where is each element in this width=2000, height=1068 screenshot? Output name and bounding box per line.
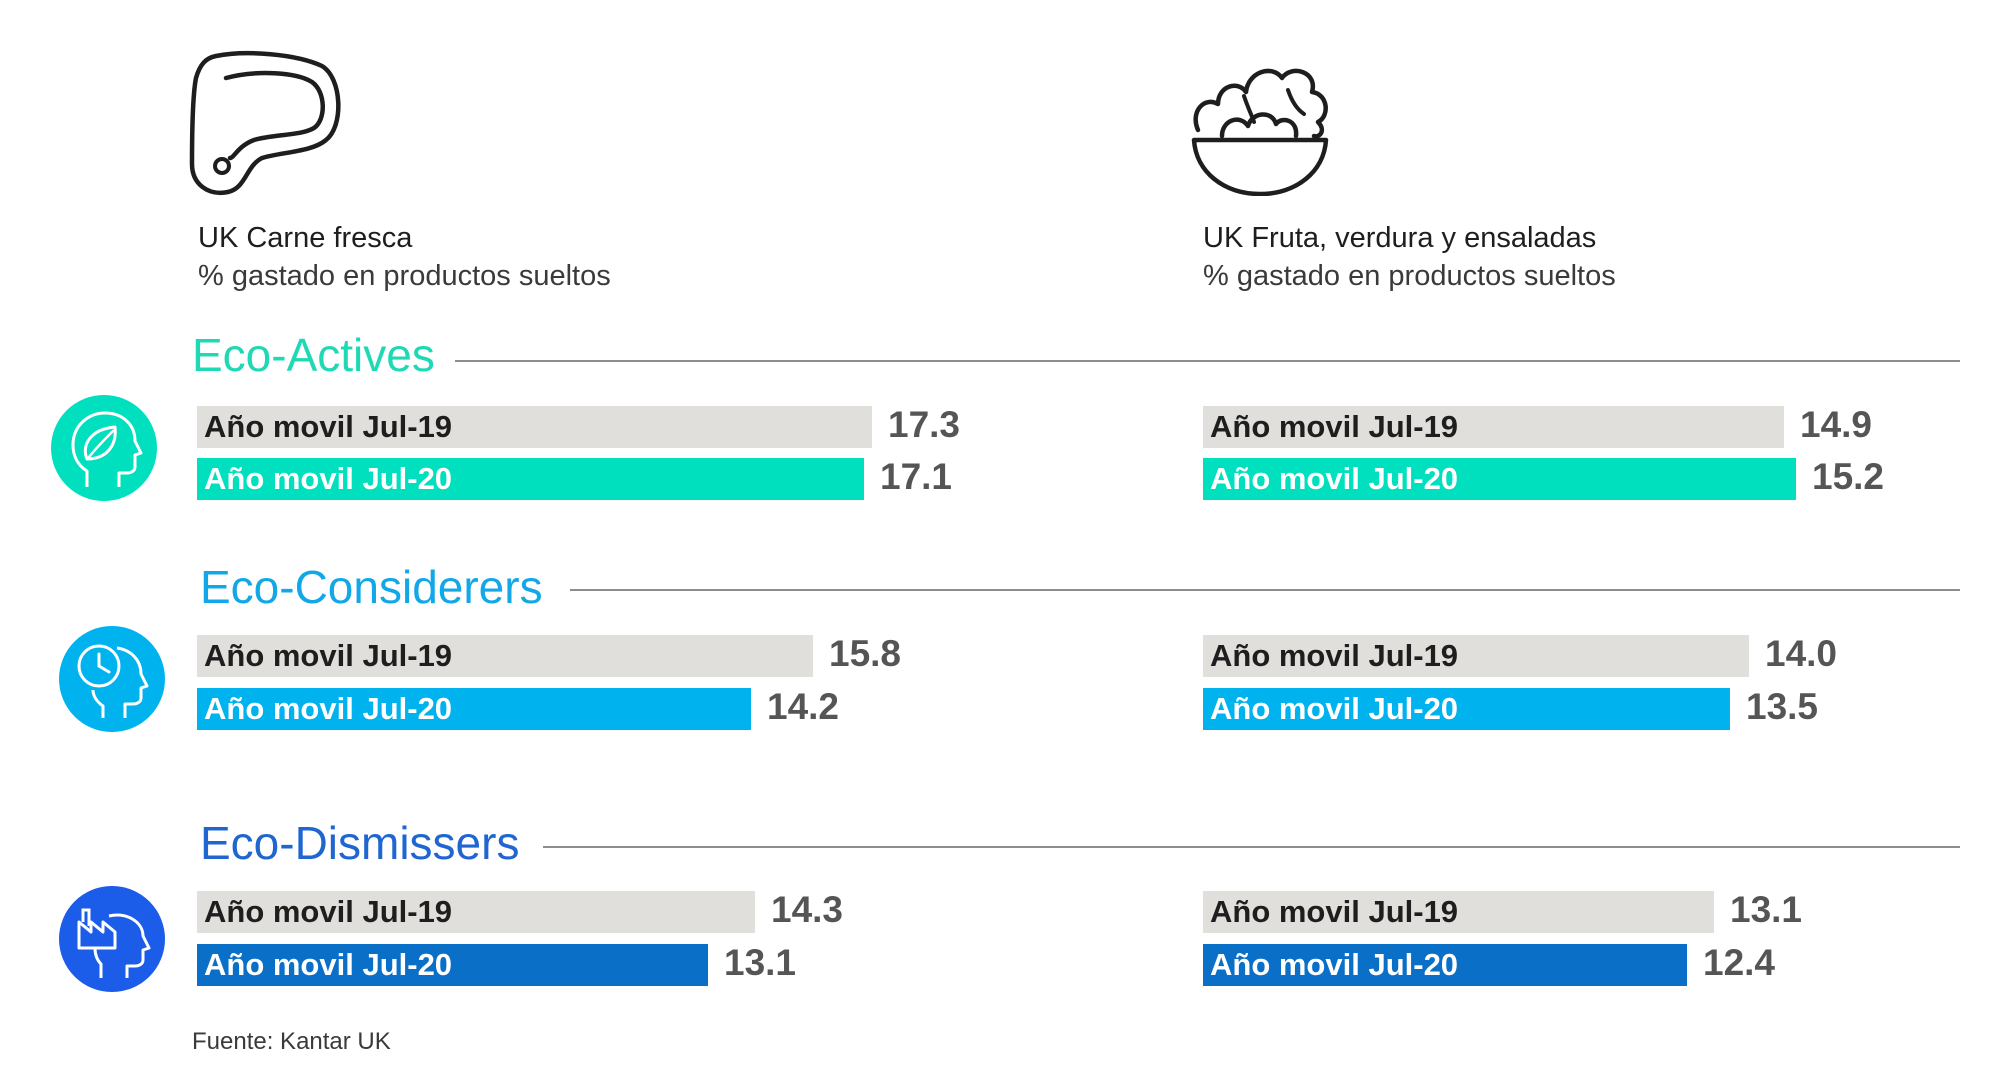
bar-jul-19 [1203,406,1784,448]
bar-label: Año movil Jul-20 [204,691,453,726]
bar-value-label: 13.1 [724,942,797,983]
bar-jul-20 [197,458,864,500]
steak-icon [186,48,342,198]
bar-jul-20 [1203,458,1796,500]
bar-value-label: 14.0 [1765,633,1838,674]
bar-label: Año movil Jul-19 [204,409,453,444]
segment-title: Eco-Considerers [200,561,543,613]
bar-jul-19 [197,891,755,933]
bar-label: Año movil Jul-19 [204,894,453,929]
bar-jul-20 [197,944,708,986]
bar-jul-20 [1203,688,1730,730]
segment-divider [455,360,1960,362]
bar-label: Año movil Jul-19 [1210,409,1459,444]
bar-jul-20 [197,688,751,730]
bar-label: Año movil Jul-19 [204,638,453,673]
bar-value-label: 12.4 [1703,942,1776,983]
bar-label: Año movil Jul-20 [1210,691,1459,726]
bar-value-label: 15.8 [829,633,902,674]
clock-head-icon [59,626,165,732]
bar-label: Año movil Jul-20 [204,461,453,496]
bar-value-label: 17.1 [880,456,953,497]
bar-value-label: 15.2 [1812,456,1885,497]
bar-label: Año movil Jul-19 [1210,894,1459,929]
bar-value-label: 13.1 [1730,889,1803,930]
bar-label: Año movil Jul-20 [1210,461,1459,496]
salad-bowl-icon [1188,50,1332,197]
factory-head-icon [59,886,165,992]
bar-label: Año movil Jul-20 [1210,947,1459,982]
segment-divider [543,846,1960,848]
bar-value-label: 13.5 [1746,686,1819,727]
column-title: UK Fruta, verdura y ensaladas [1203,222,1597,254]
bar-jul-19 [197,406,872,448]
bar-value-label: 14.3 [771,889,844,930]
bar-value-label: 14.9 [1800,404,1873,445]
column-subtitle: % gastado en productos sueltos [198,260,611,292]
bar-value-label: 17.3 [888,404,961,445]
column-subtitle: % gastado en productos sueltos [1203,260,1616,292]
segment-title: Eco-Actives [192,329,435,381]
source-note: Fuente: Kantar UK [192,1028,391,1055]
bar-jul-19 [197,635,813,677]
bar-value-label: 14.2 [767,686,840,727]
bar-jul-20 [1203,944,1687,986]
segment-divider [570,589,1960,591]
bar-label: Año movil Jul-19 [1210,638,1459,673]
bar-label: Año movil Jul-20 [204,947,453,982]
segment-title: Eco-Dismissers [200,817,520,869]
bar-jul-19 [1203,891,1714,933]
leaf-head-icon [51,395,157,501]
column-title: UK Carne fresca [198,222,413,254]
bar-jul-19 [1203,635,1749,677]
